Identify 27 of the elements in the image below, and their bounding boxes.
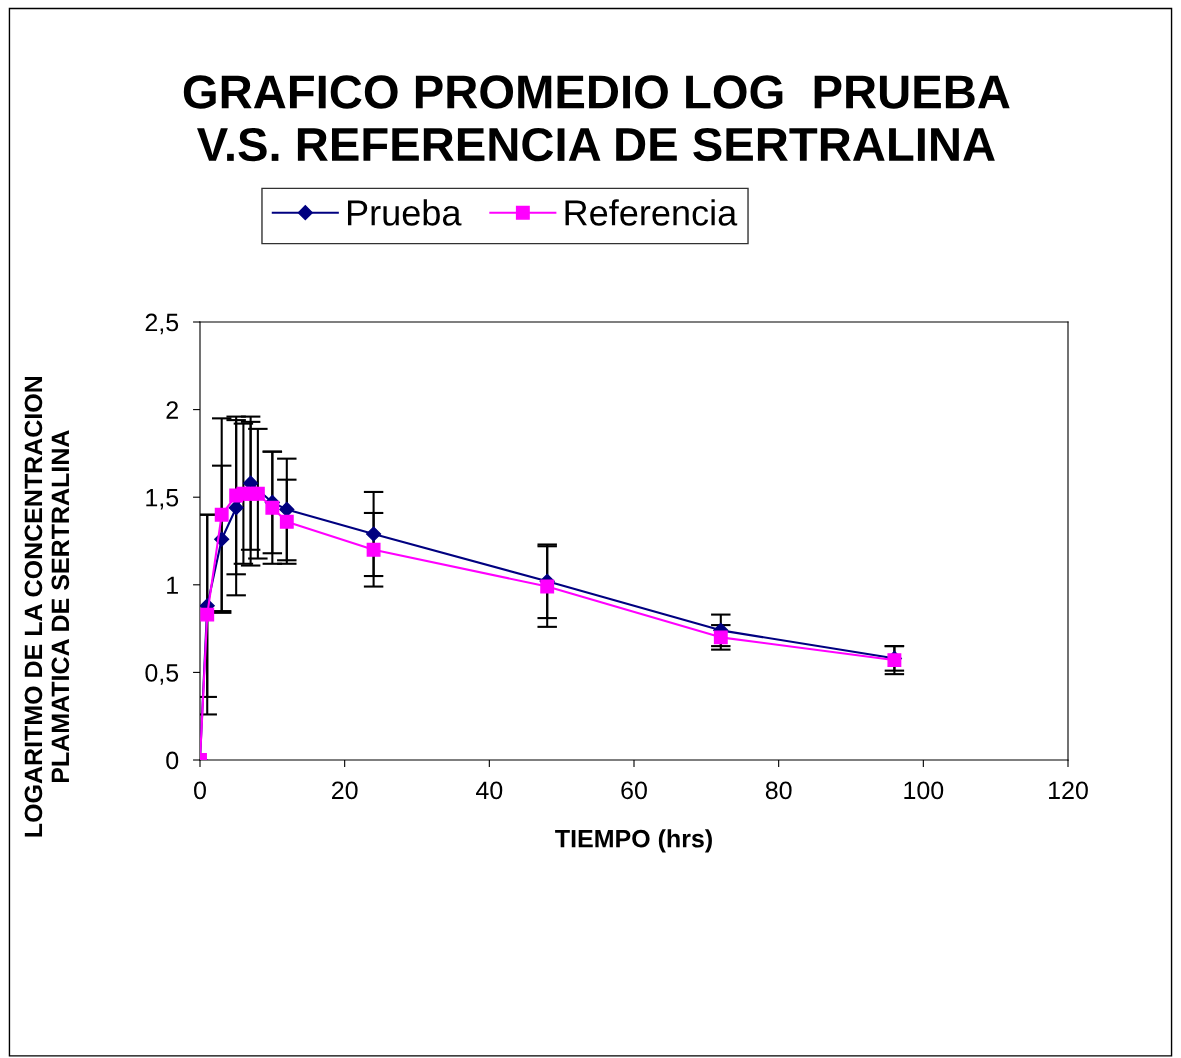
x-tick-label: 0 xyxy=(194,781,206,800)
x-tick-label: 80 xyxy=(765,781,792,800)
point xyxy=(250,486,265,501)
legend-label: Prueba xyxy=(347,199,462,226)
y-tick-label: 0 xyxy=(166,751,179,770)
y-tick-label: 0,5 xyxy=(145,664,179,685)
point xyxy=(214,507,229,522)
y-tick-label: 1,5 xyxy=(146,489,179,510)
point xyxy=(540,579,555,594)
y-axis-title: LOGARITMO DE LA CONCENTRACION PLAMATICA DE SERTRALINA xyxy=(24,376,70,837)
point xyxy=(228,500,244,516)
x-axis-title: TIEMPO (hrs) xyxy=(555,829,712,853)
x-tick-label: 60 xyxy=(621,781,647,800)
x-tick-label: 100 xyxy=(904,781,944,800)
point xyxy=(200,607,215,622)
x-tick-label: 40 xyxy=(476,781,503,800)
point xyxy=(279,514,294,529)
y-tick-label: 2,5 xyxy=(145,313,179,335)
chart-title: GRAFICO PROMEDIO LOG PRUEBA V.S. REFERENCIA DE SERTRALINA xyxy=(183,75,1010,162)
point xyxy=(366,542,381,557)
point xyxy=(366,526,382,542)
point xyxy=(265,500,280,515)
legend-label: Referencia xyxy=(565,199,738,226)
x-tick-label: 20 xyxy=(332,781,358,800)
y-tick-label: 1 xyxy=(167,576,178,594)
y-tick-label: 2 xyxy=(166,401,178,419)
x-tick-label: 120 xyxy=(1049,781,1088,800)
